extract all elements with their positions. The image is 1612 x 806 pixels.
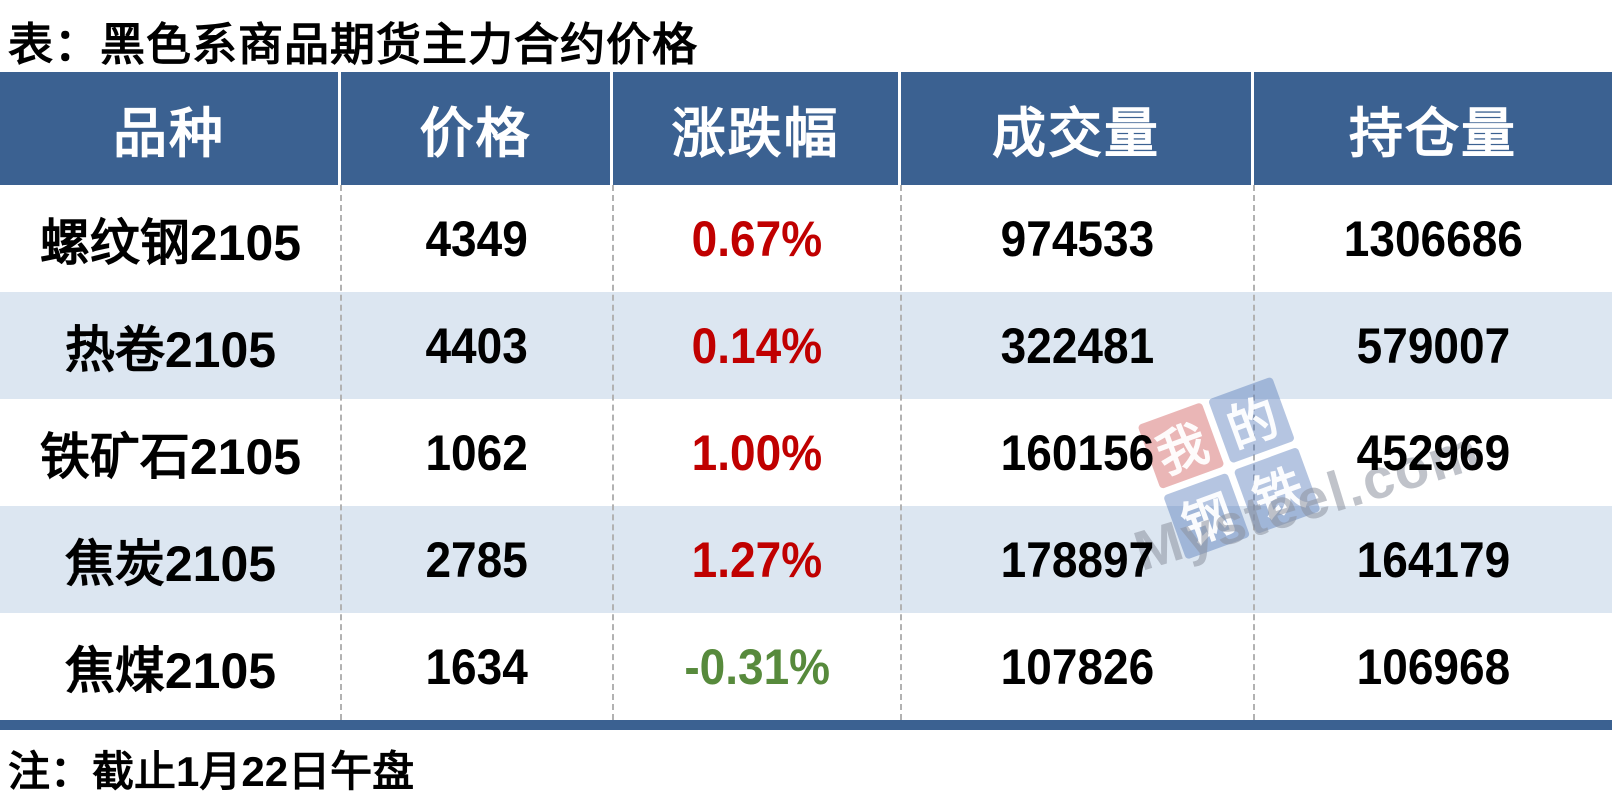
cell-variety: 铁矿石2105 [39, 428, 302, 485]
cell-variety: 焦煤2105 [64, 642, 277, 699]
cell-change: 1.27% [691, 531, 823, 588]
table-row-rebar: 螺纹钢2105 4349 0.67% 974533 1306686 [0, 185, 1612, 292]
cell-volume: 974533 [1000, 210, 1155, 267]
header-cell-volume: 成交量 [901, 72, 1254, 185]
cell-open-interest: 1306686 [1343, 210, 1523, 267]
cell-price: 2785 [425, 531, 529, 588]
cell-price: 1062 [425, 424, 529, 481]
header-cell-change: 涨跌幅 [613, 72, 901, 185]
cell-price: 4349 [425, 210, 529, 267]
cell-price: 1634 [425, 638, 529, 695]
page-title: 表：黑色系商品期货主力合约价格 [8, 19, 699, 70]
header-cell-open-interest: 持仓量 [1349, 104, 1517, 164]
cell-volume: 178897 [1000, 531, 1155, 588]
header-cell-variety: 品种 [0, 72, 341, 185]
column-divider [612, 185, 614, 720]
cell-volume: 322481 [1000, 317, 1155, 374]
footnote: 注：截止1月22日午盘 [8, 748, 415, 795]
futures-table: 品种 价格 涨跌幅 成交量 持仓量 螺纹钢2105 4349 0.67% 974… [0, 72, 1612, 730]
table-row-coke: 焦炭2105 2785 1.27% 178897 164179 [0, 506, 1612, 613]
cell-open-interest: 579007 [1356, 317, 1510, 374]
cell-volume: 107826 [1000, 638, 1155, 695]
table-row-iron-ore: 铁矿石2105 1062 1.00% 160156 452969 [0, 399, 1612, 506]
cell-change: -0.31% [684, 638, 830, 695]
cell-change: 1.00% [691, 424, 823, 481]
cell-variety: 热卷2105 [64, 321, 277, 378]
cell-volume: 160156 [1000, 424, 1155, 481]
header-cell-price: 价格 [341, 72, 613, 185]
cell-change: 0.67% [691, 210, 823, 267]
table-row-hot-coil: 热卷2105 4403 0.14% 322481 579007 [0, 292, 1612, 399]
column-divider [1253, 185, 1255, 720]
column-divider [900, 185, 902, 720]
cell-open-interest: 452969 [1356, 424, 1510, 481]
cell-open-interest: 164179 [1356, 531, 1510, 588]
cell-variety: 螺纹钢2105 [39, 214, 302, 271]
table-row-coking-coal: 焦煤2105 1634 -0.31% 107826 106968 [0, 613, 1612, 720]
cell-open-interest: 106968 [1356, 638, 1510, 695]
table-header-row: 品种 价格 涨跌幅 成交量 持仓量 [0, 72, 1612, 185]
table-bottom-border [0, 720, 1612, 730]
cell-price: 4403 [425, 317, 529, 374]
cell-change: 0.14% [691, 317, 823, 374]
cell-variety: 焦炭2105 [64, 535, 277, 592]
column-divider [340, 185, 342, 720]
